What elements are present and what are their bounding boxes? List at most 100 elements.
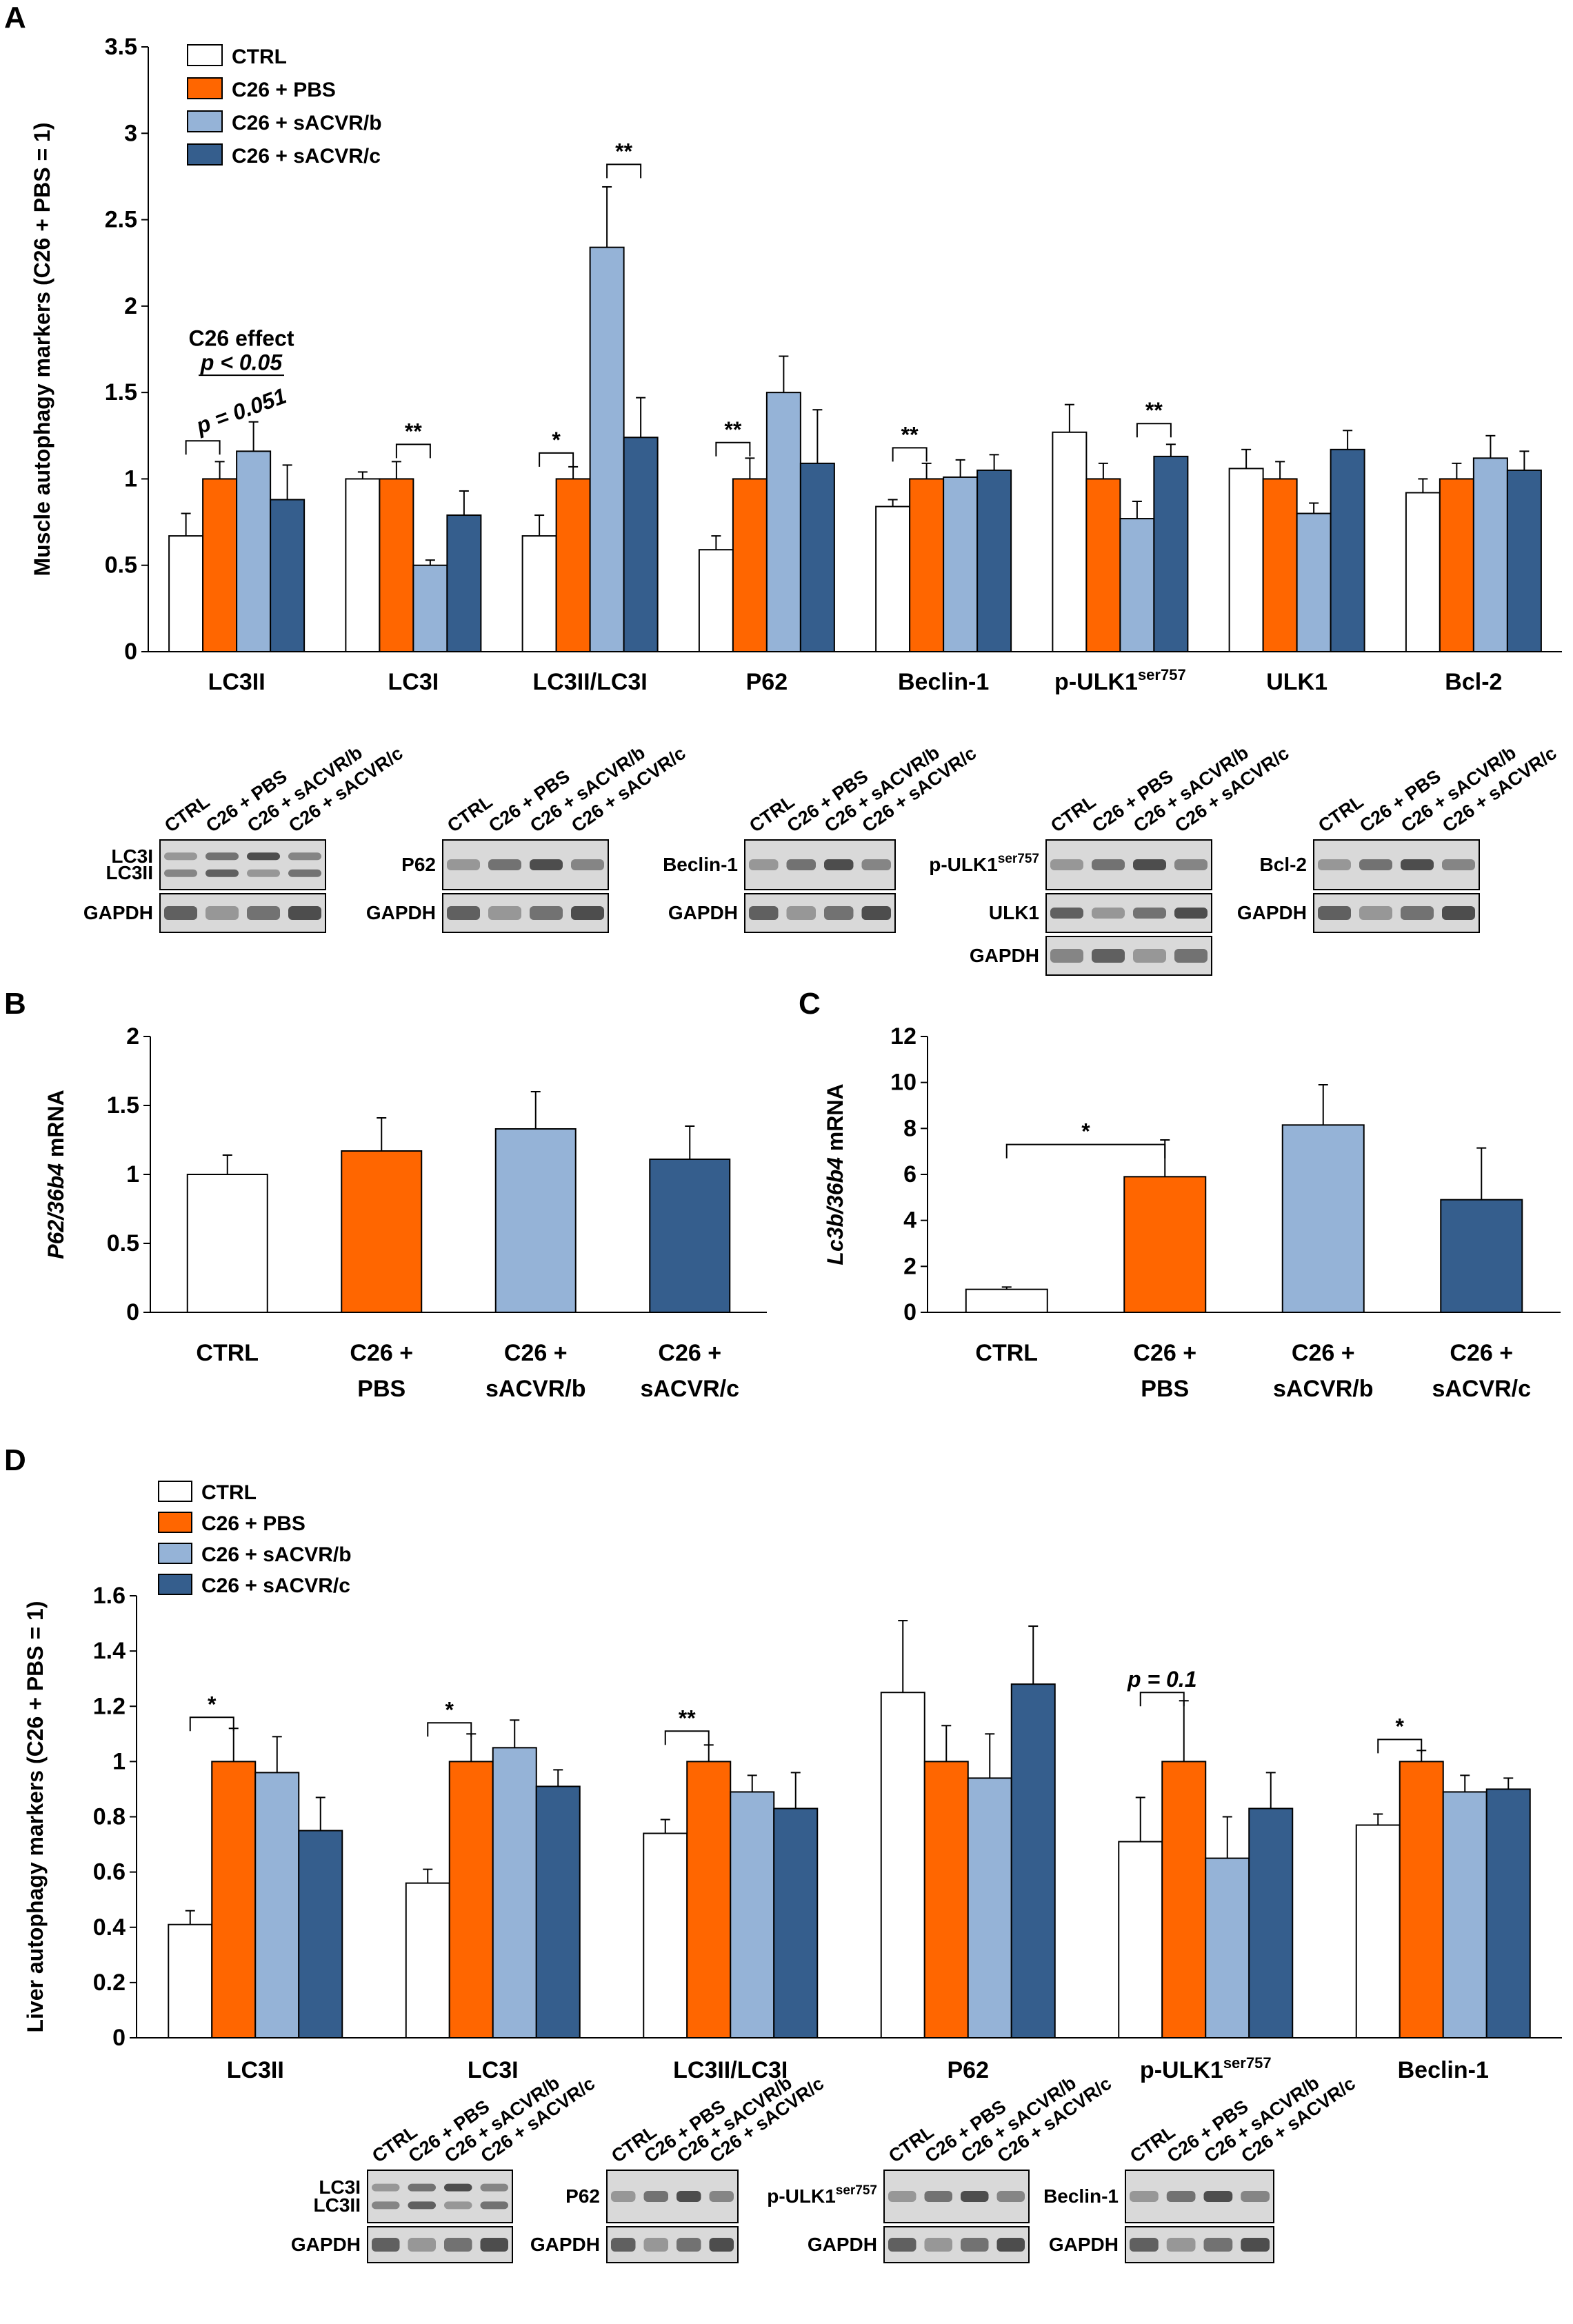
y-tick-label: 1 bbox=[124, 465, 137, 492]
y-tick-label: 0 bbox=[112, 2025, 126, 2051]
bar-c26-sacvr-b-lc3ii bbox=[236, 450, 272, 653]
bar-ctrl-lc3ii bbox=[168, 535, 204, 652]
bar-c26-pbs-beclin-1 bbox=[909, 478, 945, 653]
annotation-lc3ii-lc3i-sig: ** bbox=[679, 1705, 696, 1730]
category-label-lc3i: LC3I bbox=[388, 669, 439, 695]
bar-c26-pbs-p-ulk1 bbox=[1085, 478, 1121, 653]
blot-membrane bbox=[1313, 839, 1480, 890]
blot-label-gapdh: GAPDH bbox=[83, 902, 153, 923]
annotation-p-ulk1-sig-bracket bbox=[1139, 1692, 1185, 1707]
y-tick-label: 2 bbox=[126, 1023, 139, 1050]
bar-c26-pbs-lc3i bbox=[448, 1761, 494, 2038]
blot-band bbox=[372, 2238, 400, 2252]
bar-ctrl-ulk1 bbox=[1228, 468, 1264, 652]
bar-c26-sacvr-b-ulk1 bbox=[1296, 512, 1332, 652]
y-label-gene: P62/36b4 bbox=[43, 1163, 68, 1259]
blot-label-p-ulk1: p-ULK1ser757 bbox=[767, 2183, 877, 2207]
blot-band bbox=[786, 906, 816, 920]
blot-band bbox=[996, 2238, 1025, 2252]
bar-c26-pbs-ulk1 bbox=[1262, 478, 1298, 653]
bars-C: * bbox=[965, 1084, 1523, 1314]
blot-band bbox=[677, 2191, 701, 2202]
superscript: ser757 bbox=[1223, 2054, 1272, 2072]
bar-c26-pbs-p62 bbox=[923, 1761, 969, 2038]
blot-band bbox=[1092, 908, 1125, 919]
superscript: ser757 bbox=[836, 2183, 877, 2198]
bar-B-1 bbox=[341, 1150, 423, 1313]
blot-label-p62: P62 bbox=[565, 2185, 600, 2207]
blot-band bbox=[530, 859, 563, 870]
y-tick-label: 1.4 bbox=[93, 1638, 126, 1664]
legend-swatch-ctrl bbox=[158, 1481, 192, 1502]
y-tick-label: 1.5 bbox=[105, 379, 137, 405]
blot-band bbox=[206, 869, 239, 877]
bars-D: * * **p = 0.1* bbox=[168, 1620, 1531, 2039]
blot-band bbox=[288, 852, 321, 861]
bar-c26-sacvr-c-bcl-2 bbox=[1506, 469, 1542, 653]
blot-band bbox=[961, 2191, 989, 2202]
bar-c26-sacvr-b-p62 bbox=[967, 1777, 1012, 2039]
legend-label-c26-pbs: C26 + PBS bbox=[232, 79, 336, 101]
bar-B-0 bbox=[186, 1174, 268, 1313]
blot-band bbox=[206, 852, 239, 861]
legend-label-ctrl: CTRL bbox=[232, 46, 287, 68]
bar-c26-sacvr-b-lc3ii-lc3i bbox=[589, 246, 625, 653]
legend-swatch-c26-sacvr-b bbox=[187, 110, 223, 132]
blot-band bbox=[488, 906, 521, 920]
blot-band bbox=[1442, 906, 1475, 920]
bar-c26-sacvr-c-lc3ii-lc3i bbox=[773, 1807, 819, 2038]
annotation-p-0051: p = 0.051 bbox=[192, 383, 290, 439]
blot-band bbox=[247, 852, 280, 861]
blot-band bbox=[247, 869, 280, 877]
annotation-lc3i-sig: ** bbox=[405, 419, 422, 443]
legend-swatch-c26-pbs bbox=[187, 77, 223, 99]
bar-ctrl-lc3ii-lc3i bbox=[643, 1832, 688, 2039]
blot-label-gapdh: GAPDH bbox=[1049, 2234, 1119, 2255]
blot-label-p-ulk1: p-ULK1ser757 bbox=[929, 852, 1039, 875]
category-label-lc3ii: LC3II bbox=[208, 669, 265, 695]
category-label-beclin-1: Beclin-1 bbox=[1398, 2057, 1489, 2083]
blot-membrane bbox=[606, 2170, 739, 2223]
y-tick-label: 0.2 bbox=[93, 1970, 126, 1996]
category-label-p-ulk1: p-ULK1ser757 bbox=[1140, 2054, 1272, 2083]
panel-label-a: A bbox=[4, 1, 26, 34]
blot-band bbox=[1133, 949, 1166, 963]
blot-band bbox=[571, 906, 604, 920]
annotation-lc3ii-lc3i-sig-bracket bbox=[664, 1730, 710, 1745]
y-tick-label: 8 bbox=[903, 1115, 916, 1141]
annotation-c-sig-bracket bbox=[1005, 1143, 1166, 1159]
annotation-p62-sig: ** bbox=[724, 417, 741, 442]
blot-band bbox=[1050, 949, 1083, 963]
bar-ctrl-lc3ii bbox=[168, 1923, 213, 2038]
annotation-lc3ii-sig-bracket bbox=[189, 1716, 234, 1732]
blot-band bbox=[1166, 2191, 1196, 2202]
y-tick-label: 0 bbox=[124, 639, 137, 665]
blot-band bbox=[480, 2201, 508, 2210]
y-axis-label-D: Liver autophagy markers (C26 + PBS = 1) bbox=[23, 1601, 48, 2032]
blot-band bbox=[888, 2238, 916, 2252]
blot-label-gapdh: GAPDH bbox=[970, 945, 1039, 966]
blot-band bbox=[1174, 949, 1208, 963]
y-label-unit: mRNA bbox=[823, 1083, 848, 1157]
blot-band bbox=[206, 906, 239, 920]
annotation-lc3ratio-sig-2-bracket bbox=[606, 163, 642, 179]
annotation-p-0051-bracket bbox=[185, 440, 221, 455]
category-label-C-3: sACVR/c bbox=[1432, 1376, 1531, 1402]
blot-band bbox=[444, 2238, 472, 2252]
legend-label-c26-sacvr-c: C26 + sACVR/c bbox=[201, 1574, 350, 1597]
blot-band bbox=[1166, 2238, 1196, 2252]
category-label-lc3ii: LC3II bbox=[227, 2057, 284, 2083]
bar-C-2 bbox=[1281, 1124, 1365, 1314]
bar-c26-sacvr-c-lc3ii bbox=[298, 1830, 343, 2038]
bar-c26-sacvr-c-lc3ii-lc3i bbox=[623, 437, 659, 652]
blot-band bbox=[1050, 908, 1083, 919]
panel-label-d: D bbox=[4, 1443, 26, 1477]
blot-band bbox=[408, 2183, 436, 2192]
bar-c26-sacvr-b-beclin-1 bbox=[943, 476, 979, 652]
bar-ctrl-p62 bbox=[698, 549, 734, 652]
bar-c26-pbs-bcl-2 bbox=[1439, 478, 1474, 653]
